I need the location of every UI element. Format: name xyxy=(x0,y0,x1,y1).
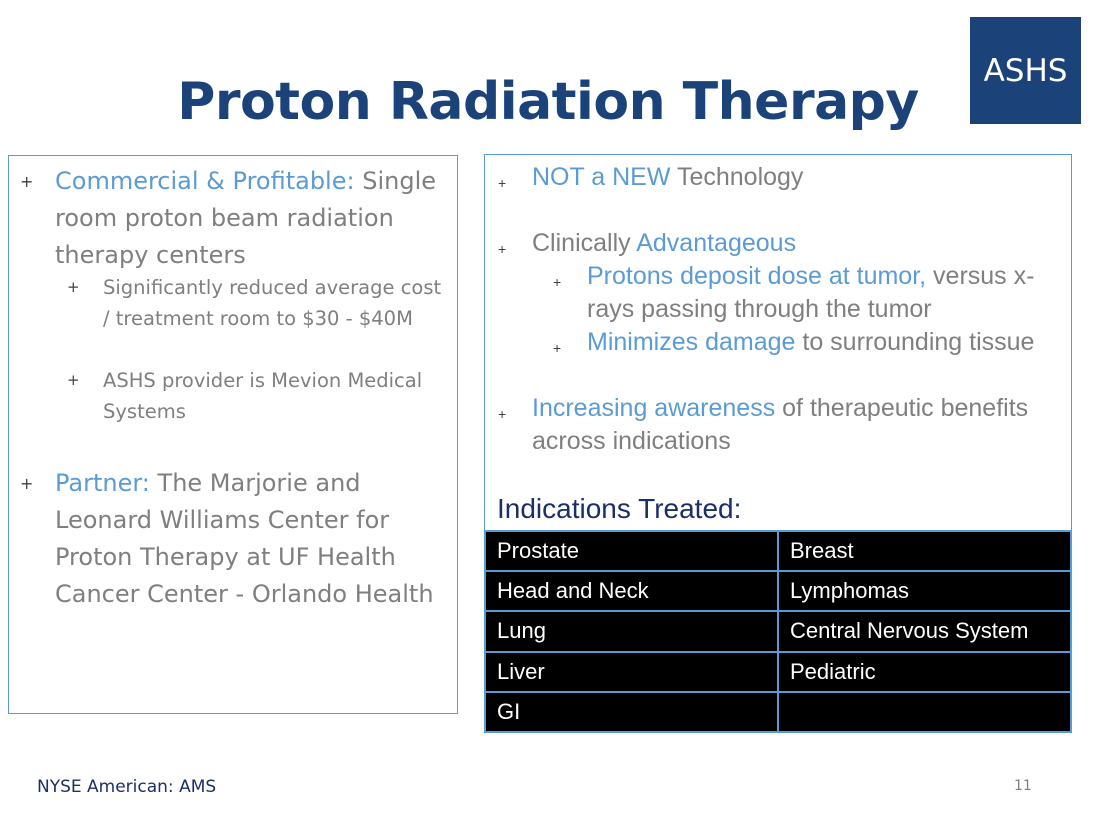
minimizes-damage-accent: Minimizes damage xyxy=(587,328,796,356)
sub-bullet-provider-text: ASHS provider is Mevion Medical Systems xyxy=(103,369,423,423)
page-number: 11 xyxy=(1014,778,1032,794)
commercial-description: Single room proton beam radiation therap… xyxy=(55,167,436,269)
table-cell: Liver xyxy=(484,650,779,693)
left-bullet-partner-text: Partner: The Marjorie and Leonard Willia… xyxy=(55,465,455,613)
protons-deposit-accent: Protons deposit dose at tumor, xyxy=(587,262,927,290)
table-cell: Breast xyxy=(777,529,1072,573)
table-row: Prostate Breast xyxy=(484,529,1072,573)
table-row: Lung Central Nervous System xyxy=(484,610,1072,653)
table-cell: Lymphomas xyxy=(777,570,1072,613)
bullet-marker: + xyxy=(20,172,34,191)
bullet-marker: + xyxy=(553,274,562,290)
increasing-awareness-accent: Increasing awareness xyxy=(532,394,776,422)
not-new-accent: NOT a NEW xyxy=(532,163,671,191)
sub-bullet-dose-text: Protons deposit dose at tumor, versus x-… xyxy=(587,260,1067,326)
sub-bullet-damage-text: Minimizes damage to surrounding tissue xyxy=(587,326,1067,359)
bullet-marker: + xyxy=(67,278,80,296)
table-cell: Lung xyxy=(484,610,779,653)
table-cell: Central Nervous System xyxy=(777,610,1072,653)
right-bullet-technology-text: NOT a NEW Technology xyxy=(532,161,1052,194)
indications-label: Indications Treated: xyxy=(497,493,742,524)
table-row: GI xyxy=(484,690,1072,734)
bullet-marker: + xyxy=(20,474,34,493)
bullet-marker: + xyxy=(553,340,562,356)
slide-title: Proton Radiation Therapy xyxy=(177,72,919,132)
table-cell: Prostate xyxy=(484,529,779,573)
table-cell: Head and Neck xyxy=(484,570,779,613)
logo-text: ASHS xyxy=(983,52,1068,89)
bullet-marker: + xyxy=(67,371,80,389)
right-bullet-awareness-text: Increasing awareness of therapeutic bene… xyxy=(532,392,1052,458)
therapeutic-benefits-text: of therapeutic benefits across indicatio… xyxy=(532,394,1029,455)
ashs-logo: ASHS xyxy=(970,17,1081,124)
partner-description: The Marjorie and Leonard Williams Center… xyxy=(55,469,434,608)
footer-ticker: NYSE American: AMS xyxy=(37,777,217,797)
bullet-marker: + xyxy=(498,175,507,191)
versus-xrays-text: versus x-rays passing through the tumor xyxy=(587,262,1035,323)
table-row: Head and Neck Lymphomas xyxy=(484,570,1072,613)
technology-text: Technology xyxy=(676,163,804,191)
bullet-marker: + xyxy=(498,241,507,257)
table-row: Liver Pediatric xyxy=(484,650,1072,693)
partner-heading: Partner: xyxy=(55,469,150,497)
table-cell: GI xyxy=(484,690,779,734)
left-content-box xyxy=(8,155,458,714)
right-bullet-clinical-text: Clinically Advantageous xyxy=(532,227,1052,260)
sub-bullet-cost-text: Significantly reduced average cost / tre… xyxy=(103,276,442,330)
surrounding-tissue-text: to surrounding tissue xyxy=(802,328,1035,356)
clinically-text: Clinically xyxy=(532,229,631,257)
table-cell xyxy=(777,690,1072,734)
table-cell: Pediatric xyxy=(777,650,1072,693)
indications-table: Prostate Breast Head and Neck Lymphomas … xyxy=(484,529,1072,734)
commercial-heading: Commercial & Profitable: xyxy=(55,167,355,195)
advantageous-accent: Advantageous xyxy=(636,229,797,257)
bullet-marker: + xyxy=(498,406,507,422)
left-bullet-commercial-text: Commercial & Profitable: Single room pro… xyxy=(55,163,455,274)
right-content-box xyxy=(484,154,1072,532)
